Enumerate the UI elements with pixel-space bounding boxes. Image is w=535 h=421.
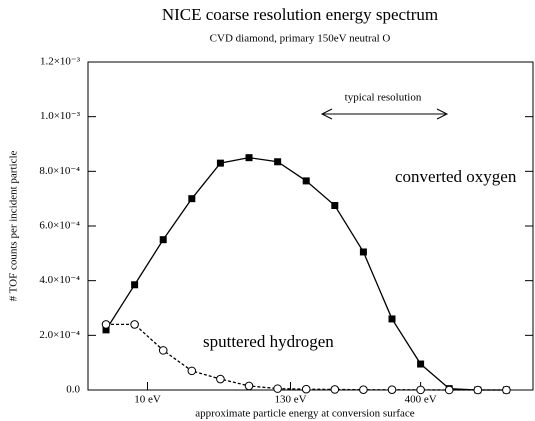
marker xyxy=(331,202,339,209)
marker xyxy=(444,385,454,395)
marker xyxy=(359,385,368,395)
y-tick-label: 6.0×10⁻⁴ xyxy=(39,220,80,232)
y-tick-label: 1.0×10⁻³ xyxy=(40,110,81,122)
x-tick-label: 10 eV xyxy=(134,394,161,406)
marker xyxy=(417,360,425,368)
marker xyxy=(130,320,139,329)
chart-subtitle: CVD diamond, primary 150eV neutral O xyxy=(210,33,391,45)
resolution-arrow xyxy=(320,108,449,120)
x-axis-label: approximate particle energy at conversio… xyxy=(195,408,415,420)
x-tick-label: 130 eV xyxy=(274,394,306,406)
y-tick-label: 1.2×10⁻³ xyxy=(40,56,81,68)
marker xyxy=(359,248,367,256)
y-tick-label: 8.0×10⁻⁴ xyxy=(39,165,80,177)
marker xyxy=(245,154,253,162)
marker xyxy=(416,385,425,395)
marker xyxy=(101,320,111,329)
marker xyxy=(102,326,110,334)
marker xyxy=(244,381,254,391)
x-tick-label: 400 eV xyxy=(405,394,437,406)
marker xyxy=(302,177,310,185)
marker xyxy=(187,366,197,376)
marker xyxy=(216,374,225,384)
series-label: sputtered hydrogen xyxy=(203,332,334,351)
series-line xyxy=(105,157,507,391)
y-tick-label: 4.0×10⁻⁴ xyxy=(39,274,80,286)
marker xyxy=(330,385,340,394)
y-tick-label: 0.0 xyxy=(66,384,80,396)
marker xyxy=(473,385,483,395)
annotation: typical resolution xyxy=(345,92,422,104)
marker xyxy=(273,384,282,393)
marker xyxy=(158,346,168,355)
marker xyxy=(159,236,167,244)
y-axis-label: # TOF counts per incident particle xyxy=(8,150,20,301)
marker xyxy=(274,158,282,166)
marker xyxy=(502,385,511,395)
marker xyxy=(216,159,224,167)
marker xyxy=(387,385,397,395)
series-line xyxy=(106,323,507,391)
series-label: converted oxygen xyxy=(395,167,517,186)
marker xyxy=(301,384,311,394)
marker xyxy=(388,315,396,323)
marker xyxy=(131,281,139,289)
chart-title: NICE coarse resolution energy spectrum xyxy=(162,5,438,24)
y-tick-label: 2.0×10⁻⁴ xyxy=(39,329,80,341)
marker xyxy=(188,195,196,203)
